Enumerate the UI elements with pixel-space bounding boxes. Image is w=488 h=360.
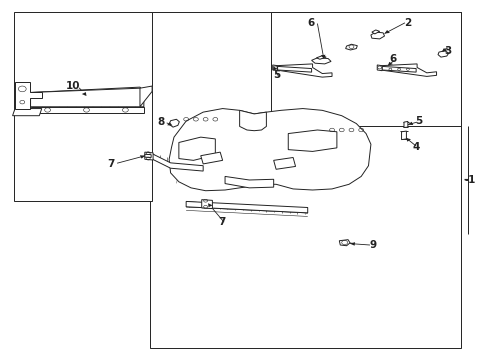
Polygon shape: [401, 131, 406, 140]
Polygon shape: [311, 58, 330, 64]
Polygon shape: [151, 153, 203, 171]
Bar: [271, 12, 460, 126]
Polygon shape: [272, 65, 277, 71]
Polygon shape: [81, 92, 86, 96]
Text: 7: 7: [218, 217, 225, 227]
Polygon shape: [272, 66, 277, 70]
Polygon shape: [387, 62, 392, 66]
Polygon shape: [276, 64, 331, 77]
Polygon shape: [316, 56, 325, 59]
Polygon shape: [140, 155, 145, 159]
Text: 6: 6: [388, 54, 396, 64]
Polygon shape: [349, 242, 354, 246]
Polygon shape: [140, 86, 152, 107]
Polygon shape: [441, 48, 446, 52]
Text: 7: 7: [107, 159, 115, 169]
Polygon shape: [407, 122, 412, 125]
Text: 2: 2: [404, 18, 411, 28]
Text: 5: 5: [414, 116, 421, 126]
Polygon shape: [405, 138, 410, 142]
Polygon shape: [207, 203, 212, 207]
Polygon shape: [287, 130, 336, 152]
Polygon shape: [13, 109, 41, 116]
Polygon shape: [30, 88, 143, 107]
Bar: [14, 12, 152, 202]
Polygon shape: [437, 51, 448, 57]
Polygon shape: [370, 32, 384, 39]
Polygon shape: [380, 64, 436, 76]
Text: 5: 5: [272, 70, 280, 80]
Text: 8: 8: [157, 117, 164, 127]
Polygon shape: [169, 119, 179, 127]
Polygon shape: [30, 87, 143, 102]
Polygon shape: [345, 44, 357, 50]
Text: 4: 4: [411, 142, 419, 152]
Polygon shape: [186, 202, 307, 213]
Text: 3: 3: [443, 46, 450, 56]
Text: 6: 6: [307, 18, 314, 28]
Text: –1: –1: [462, 175, 474, 185]
Polygon shape: [371, 30, 379, 34]
Polygon shape: [201, 200, 212, 208]
Polygon shape: [15, 82, 41, 109]
Polygon shape: [169, 109, 370, 191]
Bar: [149, 12, 460, 348]
Polygon shape: [381, 66, 415, 72]
Polygon shape: [30, 107, 143, 113]
Polygon shape: [239, 111, 266, 131]
Polygon shape: [403, 121, 407, 127]
Polygon shape: [179, 137, 215, 160]
Polygon shape: [224, 176, 273, 188]
Polygon shape: [339, 240, 349, 246]
Text: 10: 10: [66, 81, 81, 91]
Polygon shape: [384, 30, 389, 33]
Polygon shape: [376, 65, 381, 71]
Polygon shape: [277, 66, 311, 72]
Polygon shape: [320, 55, 325, 59]
Polygon shape: [201, 152, 222, 164]
Polygon shape: [167, 122, 172, 126]
Text: 9: 9: [368, 240, 376, 250]
Polygon shape: [273, 157, 295, 169]
Polygon shape: [144, 154, 151, 157]
Polygon shape: [144, 152, 153, 160]
